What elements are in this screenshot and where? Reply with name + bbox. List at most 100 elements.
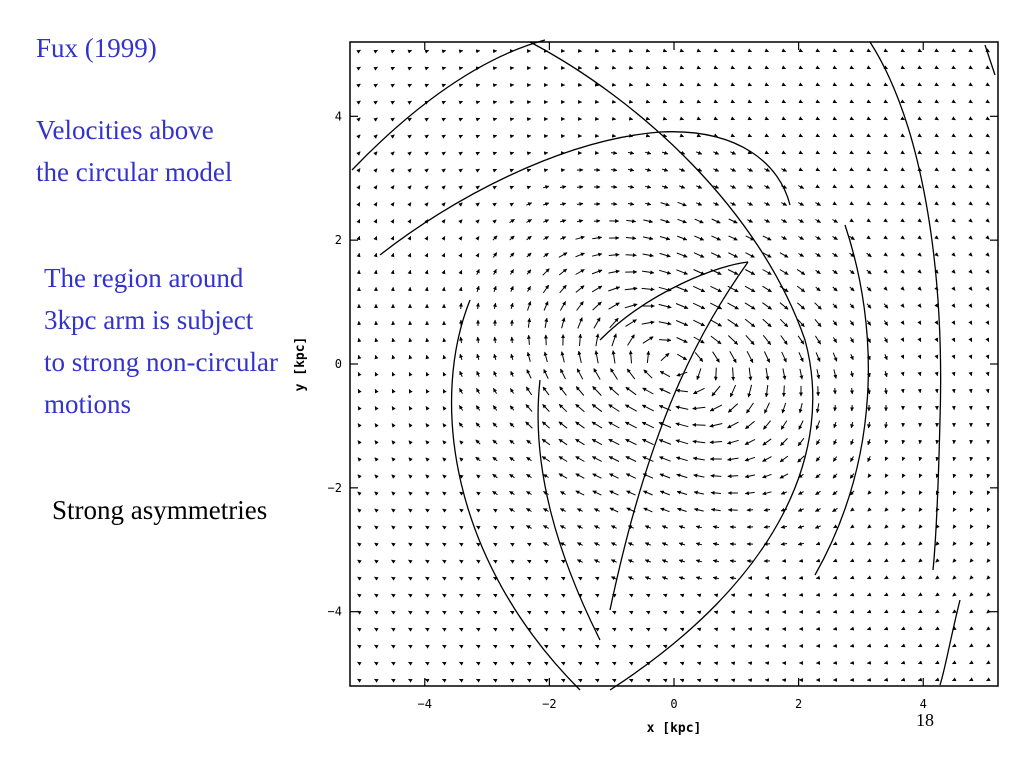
velocity-arrow	[543, 351, 548, 363]
velocity-arrow	[780, 541, 788, 546]
velocity-arrow	[441, 253, 446, 258]
velocity-arrow	[679, 610, 685, 615]
velocity-arrow	[883, 320, 889, 326]
velocity-arrow	[458, 286, 463, 292]
velocity-arrow	[542, 386, 550, 396]
velocity-arrow	[798, 252, 804, 257]
velocity-arrow	[900, 303, 905, 308]
velocity-arrow	[493, 644, 498, 649]
velocity-arrow	[629, 593, 634, 598]
velocity-arrow	[815, 286, 821, 292]
velocity-arrow	[642, 270, 655, 275]
velocity-arrow	[917, 133, 922, 138]
velocity-arrow	[951, 371, 956, 377]
velocity-arrow	[779, 252, 789, 258]
velocity-arrow	[476, 644, 481, 649]
velocity-arrow	[575, 252, 585, 258]
velocity-arrow	[744, 438, 756, 446]
velocity-arrow	[832, 303, 838, 309]
velocity-arrow	[728, 235, 738, 241]
velocity-arrow	[762, 269, 772, 275]
velocity-arrow	[641, 404, 655, 412]
velocity-arrow	[644, 576, 651, 581]
velocity-arrow	[866, 660, 872, 665]
velocity-arrow	[610, 576, 617, 581]
velocity-arrow	[492, 285, 497, 292]
velocity-arrow	[883, 286, 888, 291]
velocity-arrow	[726, 439, 739, 445]
velocity-arrow	[986, 558, 991, 563]
velocity-arrow	[764, 116, 769, 121]
velocity-arrow	[710, 319, 722, 327]
velocity-arrow	[969, 558, 974, 563]
velocity-arrow	[727, 474, 739, 479]
velocity-arrow	[374, 474, 379, 479]
velocity-arrow	[560, 491, 566, 496]
velocity-arrow	[969, 660, 974, 665]
velocity-arrow	[884, 541, 889, 546]
velocity-arrow	[357, 678, 362, 683]
velocity-arrow	[663, 627, 668, 632]
velocity-arrow	[969, 507, 974, 512]
velocity-arrow	[729, 384, 737, 398]
velocity-arrow	[934, 371, 939, 377]
velocity-arrow	[951, 252, 956, 257]
velocity-arrow	[407, 202, 412, 207]
velocity-arrow	[492, 422, 498, 428]
velocity-arrow	[644, 542, 651, 547]
velocity-arrow	[884, 524, 889, 529]
velocity-arrow	[442, 576, 447, 581]
velocity-arrow	[679, 48, 684, 53]
velocity-arrow	[459, 336, 464, 344]
velocity-arrow	[642, 387, 654, 395]
velocity-arrow	[815, 218, 821, 223]
velocity-arrow	[526, 473, 532, 479]
velocity-arrow	[710, 473, 722, 478]
velocity-arrow	[900, 388, 905, 394]
velocity-arrow	[527, 678, 532, 683]
velocity-arrow	[594, 82, 600, 87]
velocity-arrow	[781, 65, 786, 70]
velocity-arrow	[442, 644, 447, 649]
velocity-arrow	[710, 252, 722, 258]
velocity-arrow	[356, 202, 361, 207]
velocity-arrow	[424, 49, 430, 54]
velocity-arrow	[509, 508, 515, 513]
velocity-arrow	[625, 319, 637, 327]
velocity-arrow	[357, 542, 362, 547]
velocity-arrow	[509, 285, 514, 292]
velocity-arrow	[558, 421, 568, 429]
velocity-arrow	[459, 593, 464, 598]
velocity-arrow	[901, 507, 906, 512]
velocity-arrow	[696, 610, 702, 615]
velocity-arrow	[661, 167, 669, 172]
velocity-arrow	[780, 420, 788, 430]
velocity-arrow	[747, 48, 752, 53]
velocity-arrow	[373, 236, 378, 241]
velocity-arrow	[543, 474, 549, 479]
velocity-arrow	[459, 474, 464, 479]
velocity-arrow	[458, 219, 463, 224]
velocity-arrow	[628, 82, 634, 87]
velocity-arrow	[591, 252, 603, 257]
velocity-arrow	[425, 508, 430, 513]
velocity-arrow	[934, 65, 939, 70]
velocity-arrow	[373, 168, 378, 173]
velocity-arrow	[867, 558, 872, 563]
velocity-arrow	[391, 542, 396, 547]
velocity-arrow	[441, 269, 446, 275]
velocity-arrow	[492, 219, 497, 224]
velocity-arrow	[509, 185, 514, 190]
velocity-arrow	[867, 473, 872, 478]
velocity-arrow	[849, 286, 855, 292]
velocity-arrow	[591, 269, 603, 275]
velocity-arrow	[660, 219, 670, 224]
velocity-arrow	[711, 235, 721, 241]
velocity-arrow	[527, 542, 532, 547]
velocity-arrow	[918, 660, 923, 665]
velocity-arrow	[658, 321, 672, 326]
velocity-arrow	[883, 133, 888, 138]
velocity-arrow	[883, 150, 888, 155]
velocity-arrow	[798, 490, 804, 495]
velocity-arrow	[833, 404, 838, 412]
